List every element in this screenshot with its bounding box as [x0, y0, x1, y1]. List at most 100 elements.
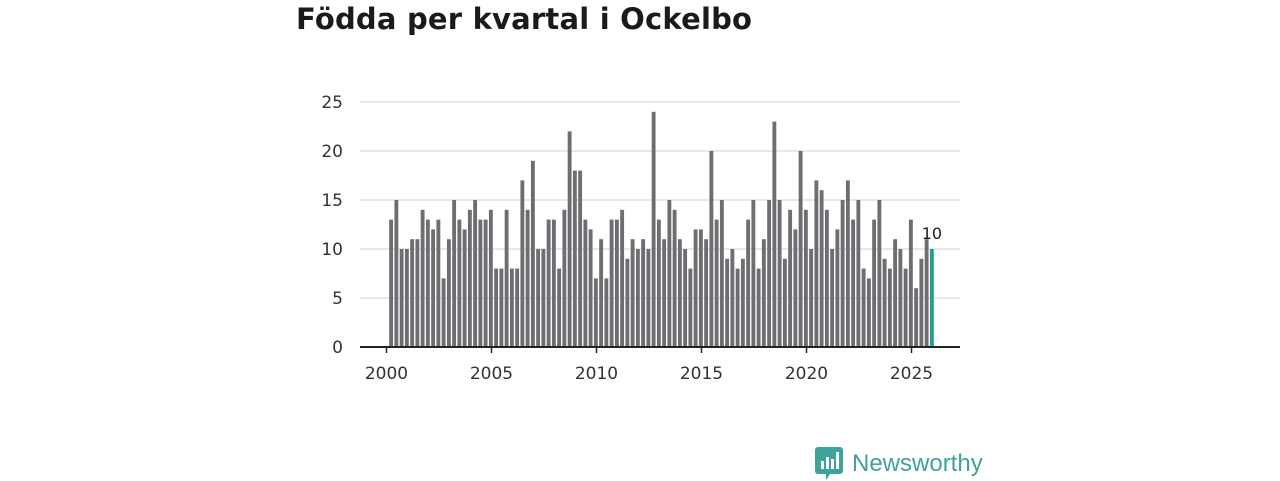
bar — [509, 268, 514, 347]
y-tick-label-15: 15 — [321, 191, 343, 211]
x-tick-label-2020: 2020 — [785, 364, 828, 384]
bar — [662, 239, 667, 347]
bar — [620, 209, 625, 347]
bar — [467, 209, 472, 347]
bar — [667, 200, 672, 347]
bar — [751, 200, 756, 347]
bar — [473, 200, 478, 347]
x-tick-label-2005: 2005 — [470, 364, 513, 384]
bar — [567, 131, 572, 347]
bar — [457, 219, 462, 347]
bar — [672, 209, 677, 347]
latest-value-label: 10 — [922, 224, 942, 243]
bar — [646, 249, 651, 347]
bar — [714, 219, 719, 347]
bar — [756, 268, 761, 347]
bar — [520, 180, 525, 347]
bar — [861, 268, 866, 347]
bar — [761, 239, 766, 347]
bar — [845, 180, 850, 347]
y-axis-ticks: 0 5 10 15 20 25 — [321, 93, 343, 358]
bar-latest — [929, 249, 934, 347]
bar — [499, 268, 504, 347]
bar — [840, 200, 845, 347]
x-tick-label-2025: 2025 — [890, 364, 933, 384]
bar — [924, 239, 929, 347]
bar — [914, 288, 919, 347]
bar — [515, 268, 520, 347]
bar — [688, 268, 693, 347]
bar — [735, 268, 740, 347]
bar — [803, 209, 808, 347]
bar — [494, 268, 499, 347]
newsworthy-logo-icon — [815, 447, 843, 480]
bar — [635, 249, 640, 347]
bar — [777, 200, 782, 347]
y-tick-label-0: 0 — [332, 338, 343, 358]
y-tick-label-20: 20 — [321, 142, 343, 162]
bar — [887, 268, 892, 347]
bar — [814, 180, 819, 347]
bar — [893, 239, 898, 347]
bar — [604, 278, 609, 347]
bar — [824, 209, 829, 347]
data-labels: 10 — [922, 224, 942, 243]
bar — [436, 219, 441, 347]
bar — [782, 258, 787, 347]
bar — [420, 209, 425, 347]
bar — [404, 249, 409, 347]
bar — [788, 209, 793, 347]
bar — [767, 200, 772, 347]
bar — [641, 239, 646, 347]
bar — [866, 278, 871, 347]
bar — [898, 249, 903, 347]
bar — [593, 278, 598, 347]
y-tick-label-25: 25 — [321, 93, 343, 113]
bar — [541, 249, 546, 347]
bar — [919, 258, 924, 347]
bar — [746, 219, 751, 347]
bar — [452, 200, 457, 347]
bar — [399, 249, 404, 347]
bar — [572, 170, 577, 347]
bar — [446, 239, 451, 347]
brand-name: Newsworthy — [852, 450, 983, 477]
bar — [856, 200, 861, 347]
y-tick-label-10: 10 — [321, 240, 343, 260]
bar — [704, 239, 709, 347]
x-tick-label-2010: 2010 — [575, 364, 618, 384]
bar — [483, 219, 488, 347]
bar — [877, 200, 882, 347]
bar — [772, 121, 777, 347]
bar — [656, 219, 661, 347]
bar — [819, 190, 824, 347]
bar — [578, 170, 583, 347]
bar — [698, 229, 703, 347]
bar — [609, 219, 614, 347]
bars — [389, 111, 934, 347]
bar — [798, 151, 803, 347]
bar — [441, 278, 446, 347]
bar — [709, 151, 714, 347]
bar — [725, 258, 730, 347]
bar — [719, 200, 724, 347]
bar — [530, 160, 535, 347]
bar — [562, 209, 567, 347]
bar — [683, 249, 688, 347]
chart-title: Födda per kvartal i Ockelbo — [296, 2, 753, 36]
bar — [425, 219, 430, 347]
bar — [903, 268, 908, 347]
bar — [809, 249, 814, 347]
bar — [478, 219, 483, 347]
bar — [872, 219, 877, 347]
bar — [882, 258, 887, 347]
x-tick-label-2000: 2000 — [365, 364, 408, 384]
bar — [793, 229, 798, 347]
bar — [693, 229, 698, 347]
x-tick-label-2015: 2015 — [680, 364, 723, 384]
y-tick-label-5: 5 — [332, 289, 343, 309]
bar — [835, 229, 840, 347]
bar — [525, 209, 530, 347]
bar — [614, 219, 619, 347]
